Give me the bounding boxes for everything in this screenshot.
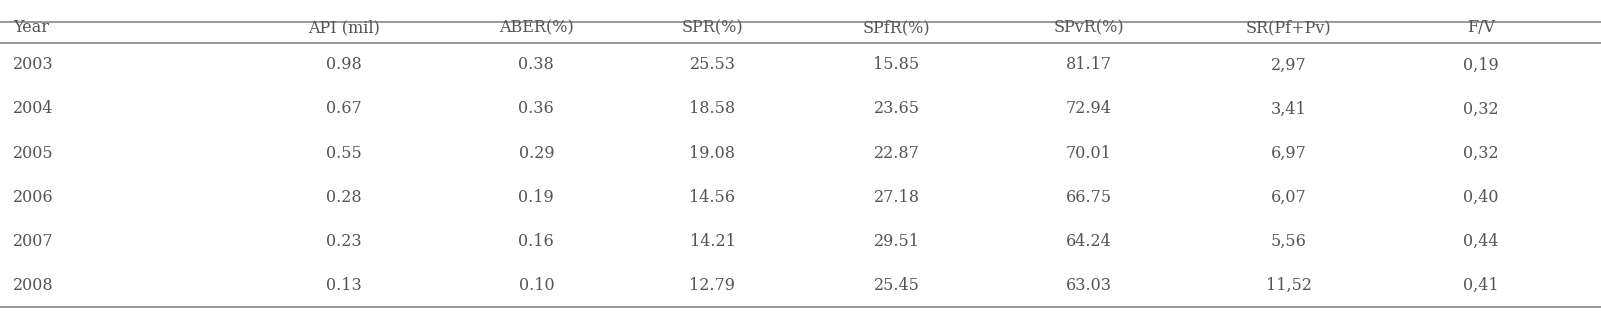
Text: 0.16: 0.16 xyxy=(519,233,554,250)
Text: 0.23: 0.23 xyxy=(327,233,362,250)
Text: 5,56: 5,56 xyxy=(1271,233,1306,250)
Text: 14.56: 14.56 xyxy=(690,189,735,206)
Text: 25.53: 25.53 xyxy=(690,56,735,73)
Text: 3,41: 3,41 xyxy=(1271,100,1306,118)
Text: SPR(%): SPR(%) xyxy=(682,19,743,36)
Text: 64.24: 64.24 xyxy=(1066,233,1111,250)
Text: 22.87: 22.87 xyxy=(874,145,919,162)
Text: 0,41: 0,41 xyxy=(1463,277,1499,294)
Text: 25.45: 25.45 xyxy=(874,277,919,294)
Text: 0.36: 0.36 xyxy=(519,100,554,118)
Text: 81.17: 81.17 xyxy=(1066,56,1111,73)
Text: 18.58: 18.58 xyxy=(690,100,735,118)
Text: 29.51: 29.51 xyxy=(874,233,919,250)
Text: 0.38: 0.38 xyxy=(519,56,554,73)
Text: 11,52: 11,52 xyxy=(1266,277,1311,294)
Text: 23.65: 23.65 xyxy=(874,100,919,118)
Text: 6,97: 6,97 xyxy=(1271,145,1306,162)
Text: SPfR(%): SPfR(%) xyxy=(863,19,930,36)
Text: 2007: 2007 xyxy=(13,233,53,250)
Text: SPvR(%): SPvR(%) xyxy=(1053,19,1124,36)
Text: 0.19: 0.19 xyxy=(519,189,554,206)
Text: 0,44: 0,44 xyxy=(1463,233,1499,250)
Text: API (mil): API (mil) xyxy=(309,19,379,36)
Text: 0.13: 0.13 xyxy=(327,277,362,294)
Text: 0.55: 0.55 xyxy=(327,145,362,162)
Text: Year: Year xyxy=(13,19,48,36)
Text: 19.08: 19.08 xyxy=(690,145,735,162)
Text: 0.29: 0.29 xyxy=(519,145,554,162)
Text: F/V: F/V xyxy=(1467,19,1495,36)
Text: SR(Pf+Pv): SR(Pf+Pv) xyxy=(1246,19,1332,36)
Text: 27.18: 27.18 xyxy=(874,189,919,206)
Text: 63.03: 63.03 xyxy=(1066,277,1111,294)
Text: 14.21: 14.21 xyxy=(690,233,735,250)
Text: ABER(%): ABER(%) xyxy=(500,19,573,36)
Text: 2008: 2008 xyxy=(13,277,53,294)
Text: 12.79: 12.79 xyxy=(690,277,735,294)
Text: 0,32: 0,32 xyxy=(1463,100,1499,118)
Text: 66.75: 66.75 xyxy=(1066,189,1111,206)
Text: 0.10: 0.10 xyxy=(519,277,554,294)
Text: 2006: 2006 xyxy=(13,189,53,206)
Text: 6,07: 6,07 xyxy=(1271,189,1306,206)
Text: 2003: 2003 xyxy=(13,56,53,73)
Text: 0,32: 0,32 xyxy=(1463,145,1499,162)
Text: 0.98: 0.98 xyxy=(327,56,362,73)
Text: 70.01: 70.01 xyxy=(1066,145,1111,162)
Text: 15.85: 15.85 xyxy=(874,56,919,73)
Text: 0,40: 0,40 xyxy=(1463,189,1499,206)
Text: 2005: 2005 xyxy=(13,145,53,162)
Text: 72.94: 72.94 xyxy=(1066,100,1111,118)
Text: 2004: 2004 xyxy=(13,100,53,118)
Text: 0.67: 0.67 xyxy=(327,100,362,118)
Text: 0,19: 0,19 xyxy=(1463,56,1499,73)
Text: 2,97: 2,97 xyxy=(1271,56,1306,73)
Text: 0.28: 0.28 xyxy=(327,189,362,206)
